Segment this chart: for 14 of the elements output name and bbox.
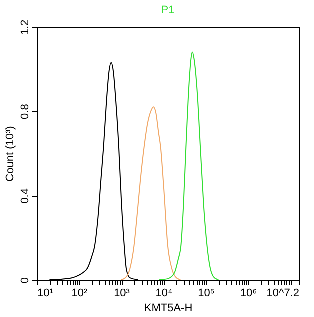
x-tick-label: 10¹ [38,288,54,300]
chart-title: P1 [161,4,175,16]
x-tick-label: 10⁴ [156,288,174,300]
x-tick-label: 10^7.2 [266,288,300,300]
y-tick-label: 0 [20,277,32,284]
x-tick-label: 10³ [114,288,130,300]
y-tick-label: 1.2 [20,20,32,36]
x-tick-label: 10⁶ [240,288,258,300]
y-tick-label: 0.4 [20,188,32,204]
x-tick-label: 10² [72,288,88,300]
y-axis-title: Count (10³) [4,126,16,182]
y-tick-label: 0.8 [20,104,32,120]
x-axis-title: KMT5A-H [144,302,193,314]
x-tick-label: 10⁵ [198,288,215,300]
